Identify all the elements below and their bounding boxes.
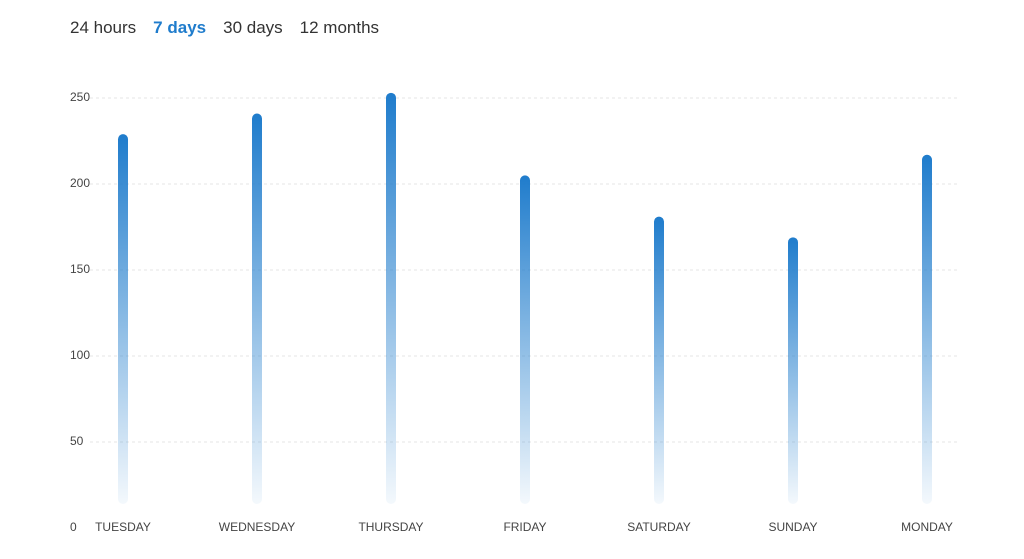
x-tick-label: FRIDAY [503, 520, 546, 534]
bar [520, 175, 530, 504]
bar [922, 154, 932, 504]
bar [118, 134, 128, 504]
x-tick-label: WEDNESDAY [219, 520, 295, 534]
range-tabs: 24 hours 7 days 30 days 12 months [70, 18, 379, 38]
x-tick-label: MONDAY [901, 520, 953, 534]
y-tick-label: 0 [70, 520, 77, 534]
range-tab[interactable]: 24 hours [70, 18, 137, 37]
bar [252, 113, 262, 504]
x-tick-label: TUESDAY [95, 520, 151, 534]
bar [654, 216, 664, 504]
range-tab[interactable]: 12 months [299, 18, 380, 37]
x-tick-label: SATURDAY [627, 520, 691, 534]
y-tick-label: 150 [70, 262, 90, 276]
range-tab[interactable]: 30 days [223, 18, 283, 37]
range-tab[interactable]: 7 days [153, 18, 207, 37]
bar [386, 92, 396, 504]
x-tick-label: SUNDAY [768, 520, 817, 534]
x-tick-label: THURSDAY [358, 520, 423, 534]
y-tick-label: 200 [70, 176, 90, 190]
y-tick-label: 100 [70, 348, 90, 362]
y-tick-label: 250 [70, 90, 90, 104]
y-tick-label: 50 [70, 434, 84, 448]
bar [788, 237, 798, 504]
